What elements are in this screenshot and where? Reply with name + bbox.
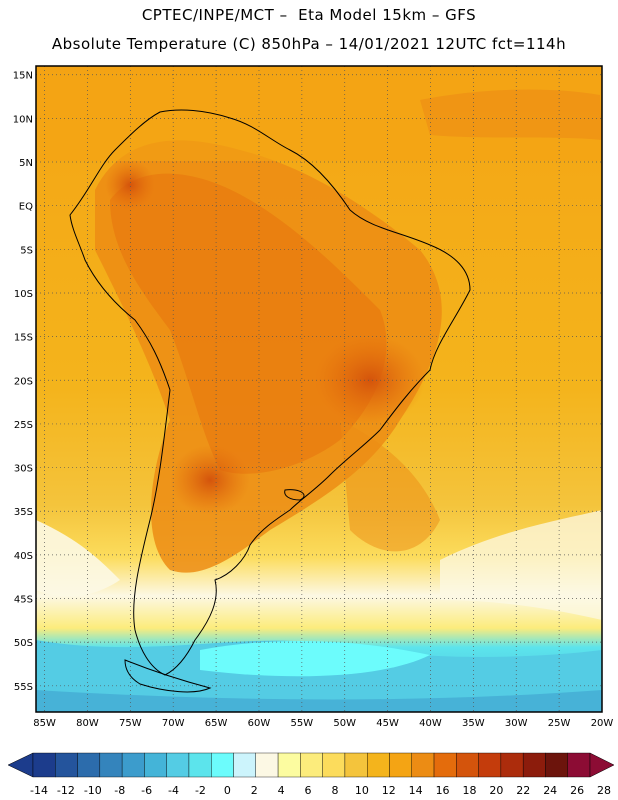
- lon-label: 40W: [419, 718, 442, 729]
- colorbar-tick-label: 0: [224, 784, 231, 797]
- colorbar-swatch: [166, 752, 190, 778]
- coastline-outline: [69, 109, 471, 693]
- temperature-field: [36, 66, 602, 712]
- colorbar-swatch: [121, 752, 145, 778]
- lon-label: 25W: [548, 718, 571, 729]
- colorbar-low-arrow: [7, 752, 34, 778]
- colorbar-swatch: [144, 752, 167, 778]
- lat-label: 15N: [13, 71, 33, 82]
- colorbar-swatch: [545, 752, 568, 778]
- colorbar-tick-label: 10: [355, 784, 369, 797]
- colorbar-swatch: [344, 752, 368, 778]
- colorbar-tick-label: 14: [409, 784, 423, 797]
- lon-label: 20W: [591, 718, 614, 729]
- lon-label: 35W: [462, 718, 485, 729]
- lon-label: 75W: [119, 718, 142, 729]
- colorbar-tick-label: 28: [597, 784, 611, 797]
- colorbar-swatch: [77, 752, 101, 778]
- lat-label: 25S: [14, 420, 33, 431]
- lon-label: 60W: [248, 718, 271, 729]
- lat-label: 10S: [14, 289, 33, 300]
- longitude-labels: 85W 80W 75W 70W 65W 60W 55W 50W 45W 40W 35W 30W 25W 2…: [33, 718, 613, 729]
- lon-label: 45W: [376, 718, 399, 729]
- lon-label: 55W: [291, 718, 314, 729]
- colorbar-swatch: [255, 752, 279, 778]
- lon-label: 70W: [162, 718, 185, 729]
- map-title-line-1: CPTEC/INPE/MCT – Eta Model 15km – GFS: [141, 6, 477, 24]
- colorbar-tick-label: 16: [436, 784, 450, 797]
- lon-label: 80W: [76, 718, 99, 729]
- colorbar-tick-label: -2: [195, 784, 206, 797]
- colorbar-swatch: [456, 752, 479, 778]
- lat-label: EQ: [19, 202, 33, 213]
- colorbar-tick-label: 18: [462, 784, 476, 797]
- latitude-labels: 15N 10N 5N EQ 5S 10S 15S 20S 25S 30S 35S 40S 45S 50S 5…: [13, 71, 33, 693]
- colorbar-tick-label: 20: [489, 784, 503, 797]
- lat-label: 55S: [14, 682, 33, 693]
- colorbar-tick-label: 12: [382, 784, 396, 797]
- temperature-colorbar: [7, 752, 615, 778]
- colorbar-swatch: [211, 752, 234, 778]
- lat-label: 30S: [14, 464, 33, 475]
- lon-label: 30W: [505, 718, 528, 729]
- colorbar-tick-label: -4: [168, 784, 179, 797]
- colorbar-tick-label: 8: [331, 784, 338, 797]
- colorbar-high-arrow: [589, 752, 615, 778]
- lon-label: 85W: [33, 718, 56, 729]
- lat-label: 35S: [14, 507, 33, 518]
- colorbar-tick-labels: -14 -12 -10 -8 -6 -4 -2 0 2 4 6 8 10 12 14 16 18 20 22 24 26…: [30, 784, 611, 797]
- colorbar-swatch: [188, 752, 212, 778]
- colorbar-tick-label: -14: [30, 784, 48, 797]
- colorbar-swatch: [522, 752, 546, 778]
- lat-label: 5N: [19, 158, 33, 169]
- colorbar-tick-label: 22: [516, 784, 530, 797]
- colorbar-swatch: [567, 752, 591, 778]
- map-title-line-2: Absolute Temperature (C) 850hPa – 14/01/…: [51, 35, 567, 53]
- colorbar-swatch: [99, 752, 123, 778]
- colorbar-swatch: [32, 752, 56, 778]
- colorbar-tick-label: -12: [57, 784, 75, 797]
- colorbar-swatch: [433, 752, 457, 778]
- colorbar-swatch: [300, 752, 323, 778]
- map-panel-frame: [35, 65, 603, 713]
- colorbar-tick-label: -10: [84, 784, 102, 797]
- colorbar-swatch: [389, 752, 412, 778]
- lat-label: 10N: [13, 114, 33, 125]
- colorbar-swatch: [55, 752, 78, 778]
- lon-label: 65W: [205, 718, 228, 729]
- colorbar-swatch: [322, 752, 346, 778]
- colorbar-tick-label: 4: [278, 784, 285, 797]
- lat-label: 50S: [14, 638, 33, 649]
- lat-label: 40S: [14, 551, 33, 562]
- colorbar-swatch: [233, 752, 257, 778]
- colorbar-swatch: [411, 752, 435, 778]
- colorbar-tick-label: 24: [543, 784, 557, 797]
- lat-label: 5S: [20, 245, 33, 256]
- colorbar-tick-label: 2: [251, 784, 258, 797]
- colorbar-swatch: [478, 752, 502, 778]
- colorbar-swatch: [500, 752, 524, 778]
- colorbar-tick-label: 6: [305, 784, 312, 797]
- colorbar-swatch: [277, 752, 301, 778]
- colorbar-swatch: [367, 752, 390, 778]
- colorbar-tick-label: -8: [114, 784, 125, 797]
- lat-label: 45S: [14, 595, 33, 606]
- colorbar-tick-label: -6: [141, 784, 152, 797]
- colorbar-tick-label: 26: [570, 784, 584, 797]
- lon-label: 50W: [333, 718, 356, 729]
- lat-label: 20S: [14, 376, 33, 387]
- lat-label: 15S: [14, 333, 33, 344]
